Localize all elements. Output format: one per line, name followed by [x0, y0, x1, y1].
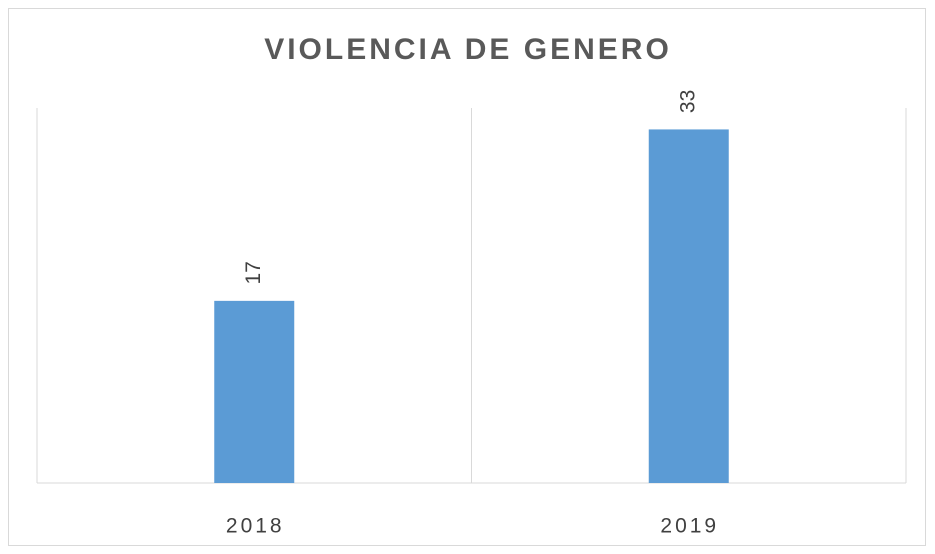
chart-border: [8, 8, 926, 546]
x-tick-label: 2018: [226, 515, 285, 538]
bar: [648, 129, 729, 483]
bar: [214, 300, 295, 483]
x-tick-label: 2019: [660, 515, 719, 538]
data-label: 33: [676, 90, 699, 113]
data-label: 17: [242, 261, 265, 284]
chart-title: VIOLENCIA DE GENERO: [264, 33, 672, 66]
